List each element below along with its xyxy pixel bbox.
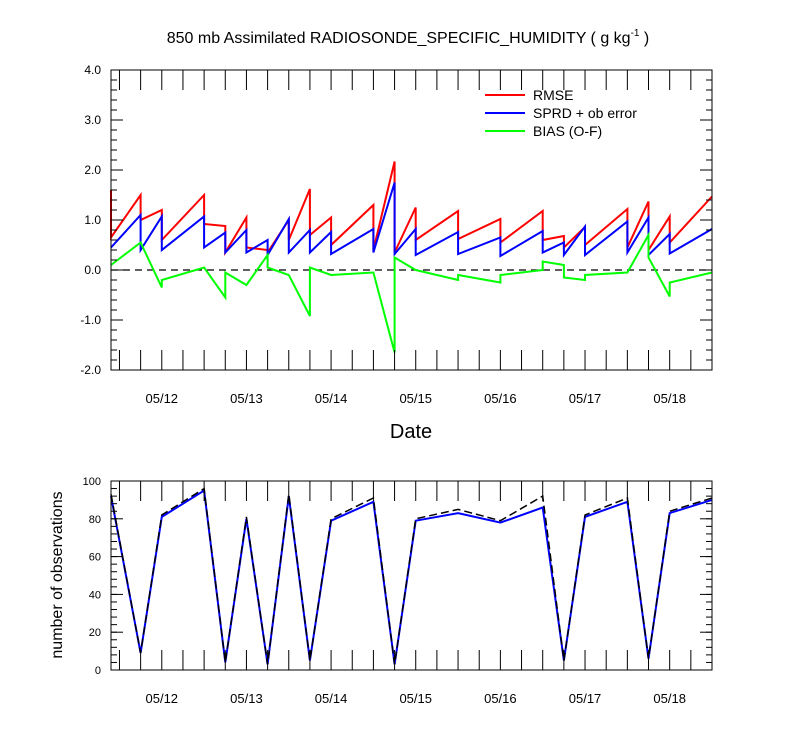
series-line-bias-o-f- — [110, 231, 713, 353]
chart-title-superscript: -1 — [631, 28, 640, 39]
y-tick-label: 100 — [83, 476, 101, 488]
legend: RMSE SPRD + ob error BIAS (O-F) — [485, 87, 637, 139]
y-tick-label: 2.0 — [84, 163, 101, 177]
y-tick-label: -2.0 — [80, 363, 101, 377]
top-ticks-layer: 4.0 3.0 2.0 1.0 0.0 -1.0 -2.0 05/12 05/13 05/14 05… — [80, 63, 713, 406]
y-tick-label: -1.0 — [80, 313, 101, 327]
series-line-rmse — [110, 161, 713, 257]
x-tick-label: 05/16 — [484, 391, 517, 406]
top-panel: 4.0 3.0 2.0 1.0 0.0 -1.0 -2.0 05/12 05/13 05/14 05… — [80, 63, 713, 443]
series-line-sprd-ob-error — [110, 182, 713, 259]
y-tick-label: 80 — [89, 514, 101, 526]
y-tick-label: 0.0 — [84, 263, 101, 277]
bottom-panel: 100 80 60 40 20 0 05/12 05/13 05/14 05/15 05/16 05/… — [49, 476, 713, 706]
x-tick-label: 05/18 — [653, 691, 686, 706]
x-tick-label: 05/15 — [399, 691, 432, 706]
chart-title-main: 850 mb Assimilated RADIOSONDE_SPECIFIC_H… — [167, 30, 631, 47]
legend-label-sprd: SPRD + ob error — [533, 105, 637, 121]
bottom-plot-frame — [110, 480, 713, 671]
x-tick-label: 05/15 — [399, 391, 432, 406]
bottom-ylabel: number of observations — [49, 491, 66, 658]
top-series-layer — [110, 161, 713, 353]
y-tick-label: 1.0 — [84, 213, 101, 227]
x-tick-label: 05/14 — [315, 391, 348, 406]
x-tick-label: 05/12 — [146, 391, 179, 406]
top-xlabel: Date — [390, 421, 432, 443]
series-line-assimilated — [110, 488, 713, 665]
chart-title-end: ) — [639, 30, 649, 47]
y-tick-label: 4.0 — [84, 63, 101, 77]
x-tick-label: 05/17 — [569, 691, 602, 706]
y-tick-label: 3.0 — [84, 113, 101, 127]
x-tick-label: 05/18 — [653, 391, 686, 406]
legend-label-rmse: RMSE — [533, 87, 573, 103]
x-tick-label: 05/12 — [146, 691, 179, 706]
y-tick-label: 0 — [95, 665, 101, 677]
x-tick-label: 05/14 — [315, 691, 348, 706]
series-line-possible — [110, 487, 713, 665]
bottom-series-layer — [110, 487, 713, 665]
chart-title: 850 mb Assimilated RADIOSONDE_SPECIFIC_H… — [167, 28, 650, 47]
x-tick-label: 05/16 — [484, 691, 517, 706]
x-tick-label: 05/17 — [569, 391, 602, 406]
x-tick-label: 05/13 — [230, 391, 263, 406]
bottom-ticks-layer: 100 80 60 40 20 0 05/12 05/13 05/14 05/15 05/16 05/… — [83, 476, 713, 706]
y-tick-label: 60 — [89, 552, 101, 564]
x-tick-label: 05/13 — [230, 691, 263, 706]
legend-label-bias: BIAS (O-F) — [533, 123, 602, 139]
y-tick-label: 40 — [89, 589, 101, 601]
y-tick-label: 20 — [89, 627, 101, 639]
